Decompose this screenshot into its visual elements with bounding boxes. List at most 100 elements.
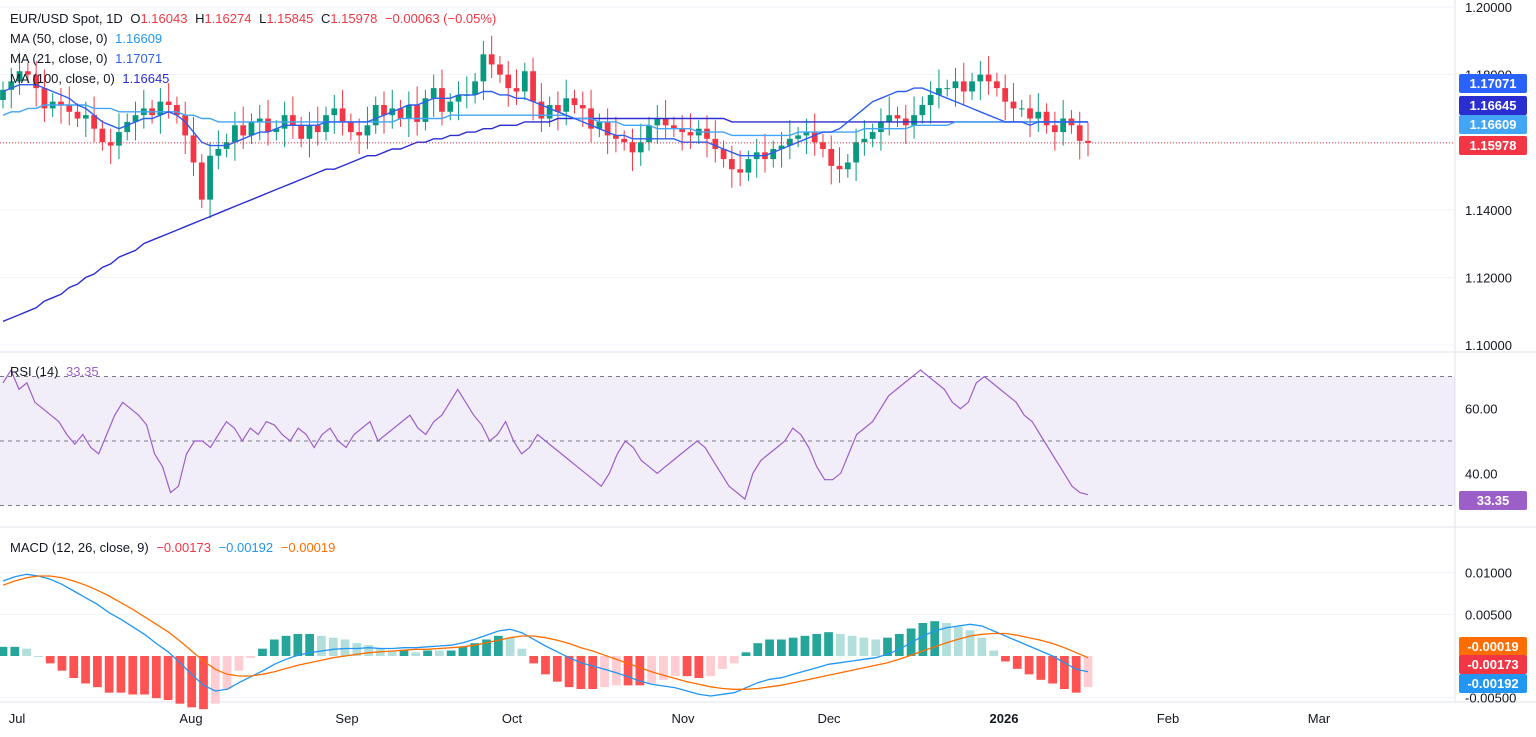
candle-body: [323, 115, 329, 133]
macd-line-badge: -0.00192: [1459, 674, 1527, 693]
candle-body: [157, 101, 164, 116]
ma50-value: 1.16609: [115, 31, 163, 46]
candle-body: [248, 121, 255, 136]
candle-body: [356, 132, 363, 136]
candle-body: [41, 88, 48, 109]
rsi-pane: [0, 368, 1455, 507]
candle-body: [869, 132, 876, 139]
price-tick-label: 1.14000: [1465, 203, 1512, 218]
candle-body: [844, 162, 851, 170]
candle-body: [654, 118, 661, 126]
candle-body: [579, 105, 586, 109]
candle-body: [919, 105, 926, 116]
candle-body: [795, 135, 801, 139]
time-tick-label: Feb: [1157, 711, 1179, 726]
candle-body: [198, 162, 205, 200]
price-tick-label: 1.12000: [1465, 270, 1512, 285]
candle-body: [8, 81, 15, 90]
macd-histogram-bar: [871, 639, 881, 656]
macd-histogram-bar: [399, 650, 409, 656]
macd-legend[interactable]: MACD (12, 26, close, 9) −0.00173 −0.0019…: [10, 540, 339, 555]
rsi-legend[interactable]: RSI (14) 33.35: [10, 364, 103, 379]
macd-histogram-bar: [210, 656, 220, 704]
candle-body: [894, 115, 901, 119]
candle-body: [82, 115, 89, 119]
ma100-legend[interactable]: MA (100, close, 0) 1.16645: [10, 71, 173, 86]
macd-histogram-bar: [541, 656, 550, 675]
macd-hist-badge: -0.00173: [1459, 655, 1527, 674]
macd-histogram-bar: [529, 656, 539, 664]
candle-body: [671, 125, 677, 129]
macd-histogram-bar: [942, 623, 951, 656]
ma21-price-badge: 1.17071: [1459, 74, 1527, 93]
macd-histogram-bar: [387, 650, 397, 656]
open-value: 1.16043: [140, 11, 188, 26]
candle-body: [1043, 111, 1050, 126]
candle-body: [646, 125, 652, 143]
ma50-legend[interactable]: MA (50, close, 0) 1.16609: [10, 31, 166, 46]
candle-body: [1002, 88, 1009, 102]
ma100-label: MA (100, close, 0): [10, 71, 115, 86]
macd-histogram-bar: [1036, 656, 1046, 680]
candle-body: [505, 74, 512, 89]
candle-body: [679, 128, 686, 133]
candle-body: [397, 108, 404, 119]
candle-body: [405, 105, 412, 119]
candle-body: [786, 138, 793, 146]
candle-body: [728, 159, 735, 170]
macd-histogram-bar: [812, 634, 822, 656]
candle-body: [853, 142, 859, 163]
candle-body: [273, 128, 280, 133]
macd-signal-badge: -0.00019: [1459, 637, 1527, 656]
macd-histogram-bar: [517, 648, 527, 656]
candle-body: [555, 105, 561, 112]
candle-body: [1076, 125, 1083, 141]
time-tick-label: Sep: [335, 711, 358, 726]
macd-histogram-bar: [222, 656, 232, 689]
ma50-line: [2, 104, 1088, 137]
macd-histogram-bar: [611, 656, 621, 686]
macd-line: [2, 573, 1089, 697]
candle-body: [613, 135, 619, 139]
ma100-price-badge: 1.16645: [1459, 96, 1527, 115]
macd-histogram-bar: [894, 634, 904, 656]
macd-pane: [0, 573, 1093, 710]
macd-histogram-bar: [1024, 656, 1034, 675]
macd-histogram-bar: [22, 648, 31, 656]
macd-histogram-bar: [10, 646, 20, 656]
candle-body: [306, 125, 313, 139]
macd-histogram-bar: [765, 639, 774, 656]
candle-body: [16, 71, 23, 82]
ma21-legend[interactable]: MA (21, close, 0) 1.17071: [10, 51, 166, 66]
macd-histogram-bar: [1060, 656, 1069, 689]
macd-histogram-bar: [57, 656, 67, 671]
macd-histogram-bar: [116, 656, 126, 693]
candle-body: [1085, 140, 1091, 143]
macd-signal-value: −0.00019: [280, 540, 336, 555]
macd-histogram-bar: [423, 650, 432, 656]
candle-body: [770, 148, 777, 160]
macd-label: MACD (12, 26, close, 9): [10, 540, 149, 555]
macd-histogram-bar: [352, 643, 362, 656]
macd-histogram-bar: [151, 656, 161, 699]
macd-histogram-bar: [1048, 656, 1057, 684]
macd-histogram-bar: [1001, 656, 1010, 662]
candle-body: [820, 142, 826, 149]
candle-body: [347, 121, 354, 133]
candle-body: [174, 105, 180, 116]
macd-histogram-bar: [600, 656, 609, 688]
price-pane: [0, 35, 1455, 322]
macd-histogram-bar: [293, 634, 303, 656]
macd-histogram-bar: [305, 634, 315, 656]
macd-histogram-bar: [493, 635, 503, 656]
candle-body: [861, 138, 868, 143]
macd-histogram-bar: [163, 656, 173, 700]
candle-body: [331, 108, 338, 116]
macd-histogram-bar: [918, 623, 928, 656]
macd-histogram-bar: [989, 650, 999, 656]
macd-histogram-bar: [446, 650, 456, 656]
candle-body: [538, 101, 545, 119]
time-tick-label: Dec: [817, 711, 841, 726]
time-tick-label: Jul: [9, 711, 26, 726]
